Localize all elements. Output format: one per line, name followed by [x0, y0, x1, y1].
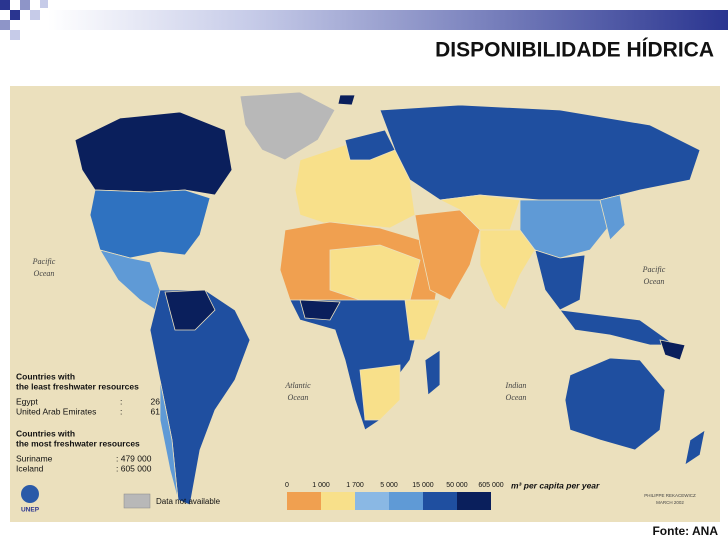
country: Suriname: [16, 453, 53, 463]
legend-swatch: [389, 492, 423, 510]
value: : 479 000: [116, 453, 152, 463]
ocean-name: Ocean: [288, 393, 309, 402]
legend-unit: m³ per capita per year: [511, 480, 600, 490]
value: 61: [151, 406, 161, 416]
legend-tick: 15 000: [412, 482, 434, 489]
country: Iceland: [16, 463, 44, 473]
legend-swatch: [423, 492, 457, 510]
logo-text: UNEP: [21, 507, 40, 514]
ocean-name: Ocean: [34, 269, 55, 278]
legend-swatch: [287, 492, 321, 510]
legend-swatch: [321, 492, 355, 510]
value: : 605 000: [116, 463, 152, 473]
ocean-name: Ocean: [506, 393, 527, 402]
ocean-name: Ocean: [644, 277, 665, 286]
legend-tick: 605 000: [478, 482, 503, 489]
ocean-name: Indian: [505, 381, 527, 390]
title: DISPONIBILIDADE HÍDRICA: [435, 39, 714, 62]
legend-tick: 1 700: [346, 482, 364, 489]
box-heading: the most freshwater resources: [16, 438, 140, 448]
source: Fonte: ANA: [652, 524, 718, 538]
continents: [74, 91, 706, 506]
box-heading: Countries with: [16, 371, 75, 381]
box-heading: the least freshwater resources: [16, 381, 139, 391]
value: 26: [151, 396, 161, 406]
legend-tick: 5 000: [380, 482, 398, 489]
ocean-name: Pacific: [642, 265, 666, 274]
na-swatch: [123, 493, 151, 509]
credit: PHILIPPE REKACEWICZ: [644, 493, 696, 498]
legend-tick: 1 000: [312, 482, 330, 489]
box-heading: Countries with: [16, 428, 75, 438]
header-squares: [0, 0, 48, 40]
legend-tick: 50 000: [446, 482, 468, 489]
legend-swatch: [457, 492, 491, 510]
ocean-name: Pacific: [32, 257, 56, 266]
country: United Arab Emirates: [16, 406, 96, 416]
separator: :: [120, 406, 122, 416]
na-label: Data not available: [156, 497, 221, 506]
legend-tick: 0: [285, 482, 289, 489]
header-band: [48, 10, 728, 30]
separator: :: [120, 396, 122, 406]
legend-swatch: [355, 492, 389, 510]
ocean-name: Atlantic: [284, 381, 311, 390]
credit: MARCH 2002: [656, 500, 684, 505]
country: Egypt: [16, 396, 38, 406]
logo-icon: [21, 485, 39, 503]
